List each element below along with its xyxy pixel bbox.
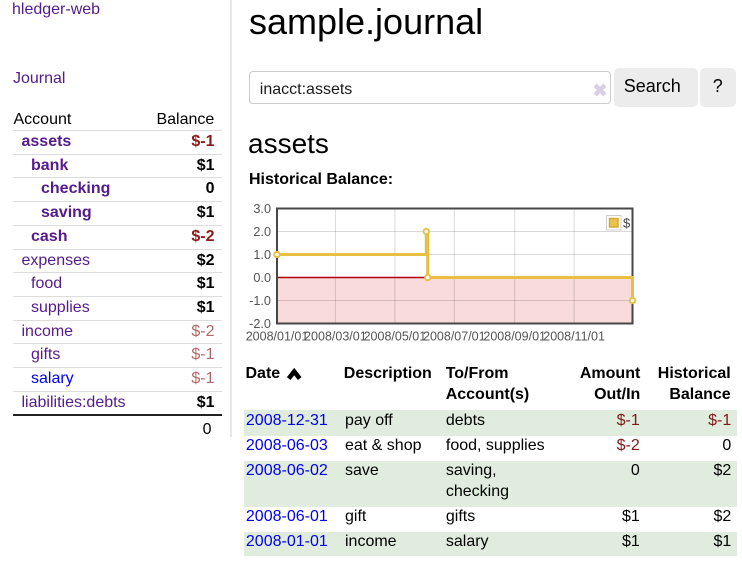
svg-text:2008/03/01: 2008/03/01 (304, 330, 367, 344)
svg-text:2008/11/01: 2008/11/01 (543, 330, 605, 344)
svg-text:2008/01/01: 2008/01/01 (246, 330, 309, 344)
svg-text:1.0: 1.0 (253, 248, 271, 262)
svg-text:-2.0: -2.0 (249, 317, 271, 331)
svg-text:2008/05/01: 2008/05/01 (364, 330, 427, 344)
svg-text:-1.0: -1.0 (249, 294, 271, 308)
svg-text:3.0: 3.0 (253, 202, 271, 216)
svg-text:2008/07/01: 2008/07/01 (423, 330, 486, 344)
svg-text:2008/09/01: 2008/09/01 (483, 330, 546, 344)
svg-text:0.0: 0.0 (253, 271, 271, 285)
svg-text:2.0: 2.0 (253, 225, 271, 239)
svg-text:$: $ (623, 216, 631, 231)
